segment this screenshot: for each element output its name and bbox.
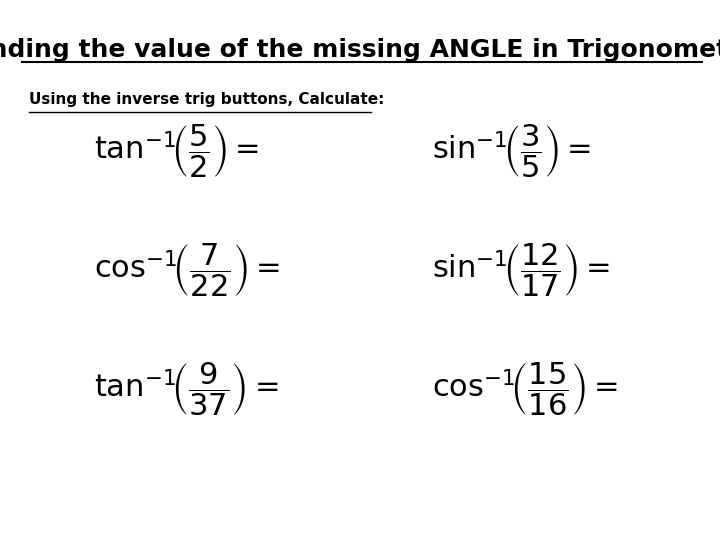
Text: Using the inverse trig buttons, Calculate:: Using the inverse trig buttons, Calculat…	[29, 92, 384, 107]
Text: $\mathrm{cos}^{-1}\!\left(\dfrac{15}{16}\right) =$: $\mathrm{cos}^{-1}\!\left(\dfrac{15}{16}…	[432, 360, 618, 417]
Text: $\mathrm{cos}^{-1}\!\left(\dfrac{7}{22}\right) =$: $\mathrm{cos}^{-1}\!\left(\dfrac{7}{22}\…	[94, 241, 279, 299]
Text: Finding the value of the missing ANGLE in Trigonometry: Finding the value of the missing ANGLE i…	[0, 38, 720, 62]
Text: $\mathrm{tan}^{-1}\!\left(\dfrac{9}{37}\right) =$: $\mathrm{tan}^{-1}\!\left(\dfrac{9}{37}\…	[94, 360, 278, 417]
Text: $\mathrm{tan}^{-1}\!\left(\dfrac{5}{2}\right) =$: $\mathrm{tan}^{-1}\!\left(\dfrac{5}{2}\r…	[94, 123, 258, 180]
Text: $\mathrm{sin}^{-1}\!\left(\dfrac{3}{5}\right) =$: $\mathrm{sin}^{-1}\!\left(\dfrac{3}{5}\r…	[432, 123, 590, 180]
Text: $\mathrm{sin}^{-1}\!\left(\dfrac{12}{17}\right) =$: $\mathrm{sin}^{-1}\!\left(\dfrac{12}{17}…	[432, 241, 610, 299]
